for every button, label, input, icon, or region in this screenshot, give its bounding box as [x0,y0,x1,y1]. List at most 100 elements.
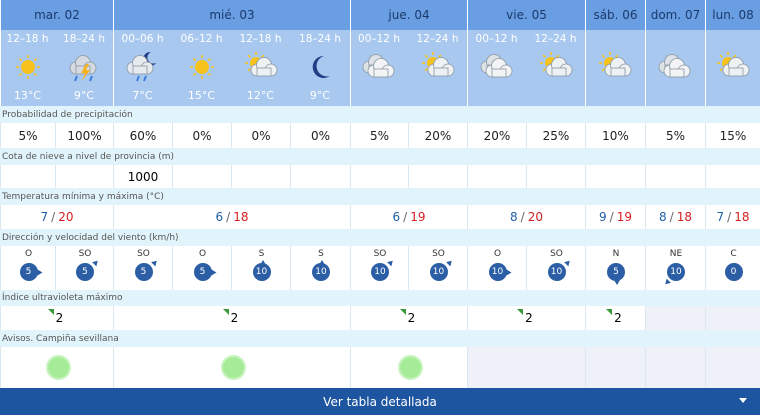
snow-cell [408,165,467,188]
precip-value: 5% [350,123,408,148]
aviso-cell [113,347,350,388]
wind-dir: O [24,249,33,259]
day-name: mié. 03 [113,0,350,30]
uv-cell [645,306,705,330]
temp-max: 19 [410,210,426,224]
uv-value: 2 [55,311,64,325]
temp-cell: 7/20 [0,205,113,229]
wind-speed: 10 [488,263,507,281]
temp-sep: / [520,210,525,224]
precip-value: 60% [113,123,172,148]
precip-value: 5% [0,123,55,148]
wind-cell: O 10 [467,246,526,290]
wind-dir: O [493,249,502,259]
period-divider [0,30,1,106]
day-name: lun. 08 [705,0,760,30]
period-temp: 9°C [73,89,95,102]
temp-cell: 6/18 [113,205,350,229]
aviso-cell [467,347,585,388]
weather-icon [64,48,104,86]
precip-value: 0% [172,123,231,148]
aviso-marker [45,355,71,380]
wind-dir: SO [432,249,445,259]
wind-speed: 10 [252,263,271,281]
period-label: 18–24 h [63,33,105,45]
snow-cell: 1000 [113,165,172,188]
uv-value: 2 [525,311,533,325]
temp-min: 9 [599,210,607,224]
wind-cell: SO 10 [526,246,585,290]
snow-cell [467,165,526,188]
weather-icon [8,48,48,86]
wind-arrow [37,269,42,276]
period-label: 12–24 h [534,33,577,45]
aviso-cell [0,347,113,388]
row-label: Probabilidad de precipitación [0,106,760,123]
temp-sep: / [727,210,732,224]
wind-speed: 10 [371,263,389,281]
wind-arrow [211,269,216,276]
uv-cell: 2 [585,306,645,330]
wind-cell: S 10 [231,246,290,290]
precip-value: 0% [290,123,350,148]
weather-icon [359,48,399,86]
weather-icon [595,48,635,86]
row-label: Cota de nieve a nivel de provincia (m) [0,148,760,165]
wind-arrow [319,260,325,265]
wind-dir: NE [669,249,683,259]
wind-cell: S 10 [290,246,350,290]
period-divider [113,30,114,106]
row-label: Temperatura mínima y máxima (°C) [0,188,760,205]
weather-icon [241,48,281,86]
wind-speed: 10 [429,263,448,281]
day-name: mar. 02 [0,0,113,30]
period-temp: 15°C [187,89,216,102]
wind-speed: 5 [607,263,625,281]
period-label: 12–18 h [239,33,282,45]
snow-cell [0,165,55,188]
temp-max: 18 [734,210,750,224]
snow-cell [526,165,585,188]
temp-cell: 8/18 [645,205,705,229]
wind-arrow [614,280,620,285]
day-name: jue. 04 [350,0,467,30]
row-label: Índice ultravioleta máximo [0,290,760,306]
aviso-cell [585,347,645,388]
precip-value: 100% [55,123,113,148]
footer-button[interactable]: Ver tabla detallada [0,388,760,415]
uv-cell: 2 [113,306,350,330]
wind-dir: SO [78,249,92,259]
period-label: 00–06 h [121,33,164,45]
weather-icon [123,48,163,86]
period-temp: 7°C [132,89,153,102]
wind-arrow [663,278,671,287]
wind-dir: SO [550,249,563,259]
precip-value: 20% [408,123,467,148]
wind-cell: NE 10 [645,246,705,290]
aviso-cell [645,347,705,388]
snow-cell [645,165,705,188]
header-bg [0,0,760,30]
wind-dir: N [612,249,620,259]
period-divider [705,30,706,106]
aviso-cell [350,347,467,388]
precip-value: 10% [585,123,645,148]
temp-sep: / [609,210,614,224]
period-label: 06–12 h [180,33,223,45]
uv-value: 2 [407,311,416,325]
period-label: 12–24 h [416,33,459,45]
period-temp: 9°C [309,89,331,102]
wind-speed: 5 [134,263,153,281]
temp-min: 6 [215,210,224,224]
aviso-marker [220,355,246,380]
snow-cell [705,165,760,188]
precip-value: 5% [645,123,705,148]
temp-min: 7 [40,210,49,224]
day-name: dom. 07 [645,0,705,30]
snow-cell [290,165,350,188]
uv-cell: 2 [467,306,585,330]
period-temp: 13°C [13,89,42,102]
